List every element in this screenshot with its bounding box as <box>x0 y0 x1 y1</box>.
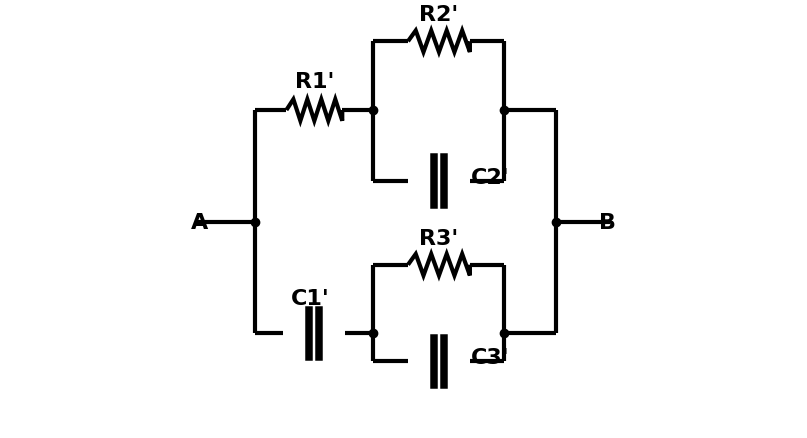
Text: R1': R1' <box>295 71 334 92</box>
Text: C3': C3' <box>471 347 510 367</box>
Text: R2': R2' <box>420 5 458 25</box>
Text: C2': C2' <box>471 167 510 187</box>
Text: R3': R3' <box>420 228 458 248</box>
Text: A: A <box>190 212 208 232</box>
Text: C1': C1' <box>291 288 329 308</box>
Text: B: B <box>600 212 617 232</box>
